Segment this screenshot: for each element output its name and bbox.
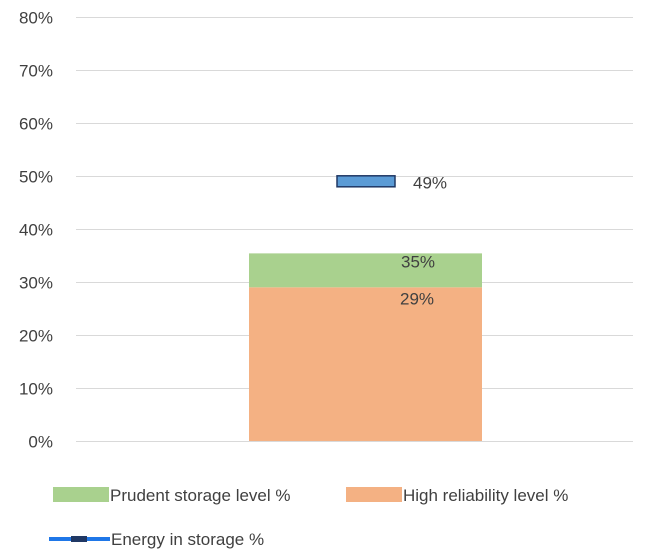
- y-axis-ticks: 0% 10% 20% 30% 40% 50% 60% 70% 80%: [19, 9, 53, 452]
- bars: [249, 253, 482, 441]
- y-tick-label: 80%: [19, 9, 53, 28]
- y-tick-label: 70%: [19, 62, 53, 81]
- legend-marker-energy: [71, 536, 87, 542]
- y-tick-label: 60%: [19, 115, 53, 134]
- legend-swatch-prudent: [53, 487, 109, 502]
- data-label-energy: 49%: [413, 173, 447, 192]
- data-labels: 49% 35% 29%: [400, 173, 447, 308]
- legend: Prudent storage level % High reliability …: [49, 486, 568, 549]
- y-tick-label: 40%: [19, 221, 53, 240]
- marker-energy-in-storage: [336, 175, 396, 188]
- y-tick-label: 0%: [28, 433, 53, 452]
- data-label-high-reliability: 29%: [400, 289, 434, 308]
- bar-high-reliability: [249, 287, 482, 441]
- y-tick-label: 10%: [19, 380, 53, 399]
- legend-label-prudent: Prudent storage level %: [110, 486, 291, 505]
- legend-label-energy: Energy in storage %: [111, 530, 264, 549]
- y-tick-label: 50%: [19, 168, 53, 187]
- y-tick-label: 20%: [19, 327, 53, 346]
- bar-prudent-storage: [249, 253, 482, 288]
- markers: [336, 175, 396, 188]
- y-tick-label: 30%: [19, 274, 53, 293]
- legend-swatch-high-reliability: [346, 487, 402, 502]
- legend-label-high-reliability: High reliability level %: [403, 486, 568, 505]
- data-label-prudent: 35%: [401, 252, 435, 271]
